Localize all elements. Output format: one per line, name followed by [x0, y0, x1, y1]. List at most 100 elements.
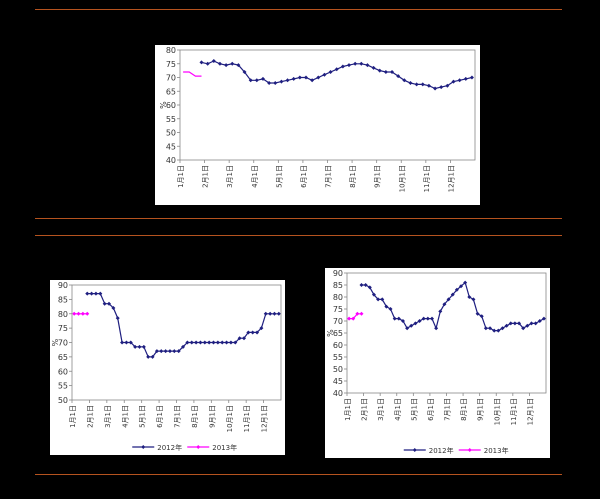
data-point [479, 314, 484, 319]
data-point [285, 78, 290, 83]
y-tick-label: 65 [333, 329, 343, 338]
x-tick-label: 5月1日 [410, 398, 418, 421]
data-point [93, 291, 98, 296]
y-tick-label: 80 [58, 310, 68, 319]
data-point [353, 61, 358, 66]
data-point [400, 319, 405, 323]
data-point [76, 311, 81, 316]
data-point [442, 302, 447, 307]
legend-marker [467, 448, 472, 452]
series-line [201, 60, 473, 90]
data-point [279, 79, 284, 84]
data-point [459, 284, 464, 289]
data-point [85, 311, 90, 316]
y-tick-label: 90 [58, 281, 68, 290]
data-point [220, 340, 225, 345]
data-point [483, 326, 488, 331]
data-point [260, 76, 265, 81]
data-point [316, 75, 321, 80]
middle-rule-1 [35, 218, 562, 219]
x-tick-label: 3月1日 [226, 165, 234, 188]
x-tick-label: 9月1日 [477, 398, 485, 421]
data-point [365, 63, 370, 68]
data-point [467, 295, 472, 299]
x-tick-label: 7月1日 [444, 398, 452, 421]
data-point [426, 83, 431, 88]
data-point [367, 285, 372, 290]
data-point [347, 316, 352, 321]
y-tick-label: 70 [58, 339, 68, 348]
data-point [273, 81, 278, 85]
data-point [181, 344, 186, 349]
data-point [205, 61, 210, 66]
plot-frame [71, 284, 282, 401]
data-point [413, 321, 418, 326]
x-tick-label: 3月1日 [104, 405, 112, 428]
data-point [322, 72, 327, 77]
data-point [224, 63, 229, 68]
data-point [396, 316, 401, 321]
data-point [377, 68, 382, 73]
data-point [237, 336, 242, 341]
x-tick-label: 4月1日 [251, 165, 259, 188]
y-tick-label: 85 [333, 281, 343, 290]
chart-panel-bottom-right: 40 45 50 55 60 65 70 75 80 85 90% 1月1日 2月1日 3月1日 4月1日 5… [325, 268, 550, 458]
y-tick-label: 55 [333, 353, 343, 362]
data-point [198, 340, 203, 345]
x-tick-label: 6月1日 [427, 398, 435, 421]
legend-label: 2012年 [157, 443, 182, 452]
y-tick-label: 60 [58, 367, 68, 376]
x-tick-label: 10月1日 [493, 398, 501, 425]
x-tick-label: 11月1日 [423, 165, 431, 192]
data-point [471, 297, 476, 302]
data-point [272, 311, 277, 316]
x-tick-label: 5月1日 [275, 165, 283, 188]
data-point [392, 316, 397, 321]
data-point [409, 323, 414, 328]
data-point [363, 283, 368, 287]
data-point [215, 340, 220, 345]
y-tick-label: 50 [333, 365, 343, 374]
data-point [414, 82, 419, 87]
data-point [439, 85, 444, 90]
data-point [154, 349, 159, 354]
line-chart: 40 45 50 55 60 65 70 75 80% 1月1日 2月1日 3月1日 4月1日 5月1日 6… [159, 46, 476, 192]
y-tick-label: 60 [333, 341, 343, 350]
y-tick-label: 55 [58, 382, 68, 391]
data-point [421, 316, 426, 321]
x-tick-label: 3月1日 [377, 398, 385, 421]
data-point [163, 349, 168, 354]
data-point [380, 297, 385, 302]
y-axis-label: % [51, 338, 60, 346]
data-point [388, 307, 393, 311]
data-point [359, 311, 364, 316]
data-point [150, 354, 155, 359]
line-chart: 40 45 50 55 60 65 70 75 80 85 90% 1月1日 2月1日 3月1日 4月1日 5… [326, 269, 547, 455]
y-tick-label: 45 [333, 377, 343, 386]
data-point [185, 340, 190, 345]
data-point [98, 291, 103, 296]
x-tick-label: 12月1日 [526, 398, 534, 425]
data-point [202, 340, 207, 345]
top-rule [35, 9, 562, 10]
x-tick-label: 12月1日 [447, 165, 455, 192]
plot-frame [179, 49, 476, 161]
data-point [446, 297, 451, 302]
data-point [120, 340, 125, 345]
data-point [463, 76, 468, 81]
data-point [517, 321, 522, 326]
data-point [207, 340, 212, 345]
y-tick-label: 85 [58, 295, 68, 304]
data-point [146, 354, 151, 359]
x-tick-label: 8月1日 [349, 165, 357, 188]
y-tick-label: 65 [166, 87, 176, 96]
x-tick-label: 7月1日 [325, 165, 333, 188]
bottom-rule [35, 474, 562, 475]
data-point [384, 304, 389, 309]
x-tick-label: 9月1日 [374, 165, 382, 188]
data-point [340, 64, 345, 69]
x-tick-label: 5月1日 [139, 405, 147, 428]
data-point [224, 340, 229, 345]
data-point [107, 301, 112, 306]
data-point [133, 344, 138, 349]
